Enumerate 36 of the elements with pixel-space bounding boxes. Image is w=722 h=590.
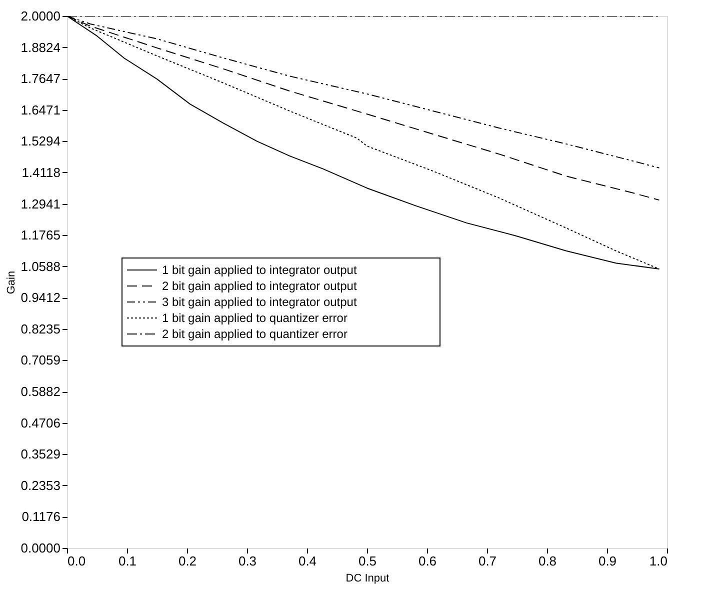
x-tick-label: 0.5 — [358, 554, 377, 568]
y-tick-label: 1.1765 — [20, 228, 60, 243]
y-tick-label: 0.7059 — [20, 352, 60, 368]
y-tick-label: 1.2941 — [20, 196, 60, 212]
y-tick-label: 0.3529 — [20, 446, 60, 462]
x-tick-label: 0.3 — [238, 554, 257, 568]
y-tick-label: 1.8824 — [20, 40, 60, 55]
x-tick-label: 0.2 — [178, 554, 197, 568]
y-tick-label: 1.6471 — [20, 102, 60, 118]
legend-label: 3 bit gain applied to integrator output — [162, 295, 358, 309]
x-tick-label: 0.4 — [298, 554, 317, 568]
x-axis-title: DC Input — [346, 572, 390, 584]
y-tick-label: 1.4118 — [22, 164, 60, 180]
legend-label: 1 bit gain applied to quantizer error — [162, 311, 348, 325]
y-tick-label: 0.5882 — [20, 384, 60, 400]
y-tick-label: 1.7647 — [20, 71, 60, 86]
legend-label: 2 bit gain applied to quantizer error — [162, 327, 348, 341]
x-tick-label: 0.6 — [418, 554, 437, 568]
x-tick-label: 0.7 — [478, 554, 497, 568]
y-tick-label: 0.1176 — [22, 509, 60, 524]
x-tick-label: 0.8 — [538, 554, 557, 568]
y-tick-label: 0.2353 — [20, 478, 60, 493]
x-tick-label: 1.0 — [649, 554, 668, 568]
legend-label: 2 bit gain applied to integrator output — [162, 279, 358, 293]
y-tick-label: 0.4706 — [20, 415, 60, 430]
y-tick-label: 0.0000 — [20, 540, 60, 556]
y-axis-title: Gain — [6, 270, 18, 294]
x-tick-label: 0.9 — [598, 554, 617, 568]
y-tick-label: 0.8235 — [20, 321, 60, 336]
legend-label: 1 bit gain applied to integrator output — [162, 263, 358, 277]
x-tick-label: 0.0 — [68, 554, 86, 568]
y-tick-label: 2.0000 — [20, 8, 60, 24]
x-tick-label: 0.1 — [118, 554, 137, 568]
y-tick-label: 0.9412 — [20, 290, 60, 306]
y-tick-label: 1.5294 — [20, 134, 60, 149]
y-tick-label: 1.0588 — [20, 258, 60, 274]
